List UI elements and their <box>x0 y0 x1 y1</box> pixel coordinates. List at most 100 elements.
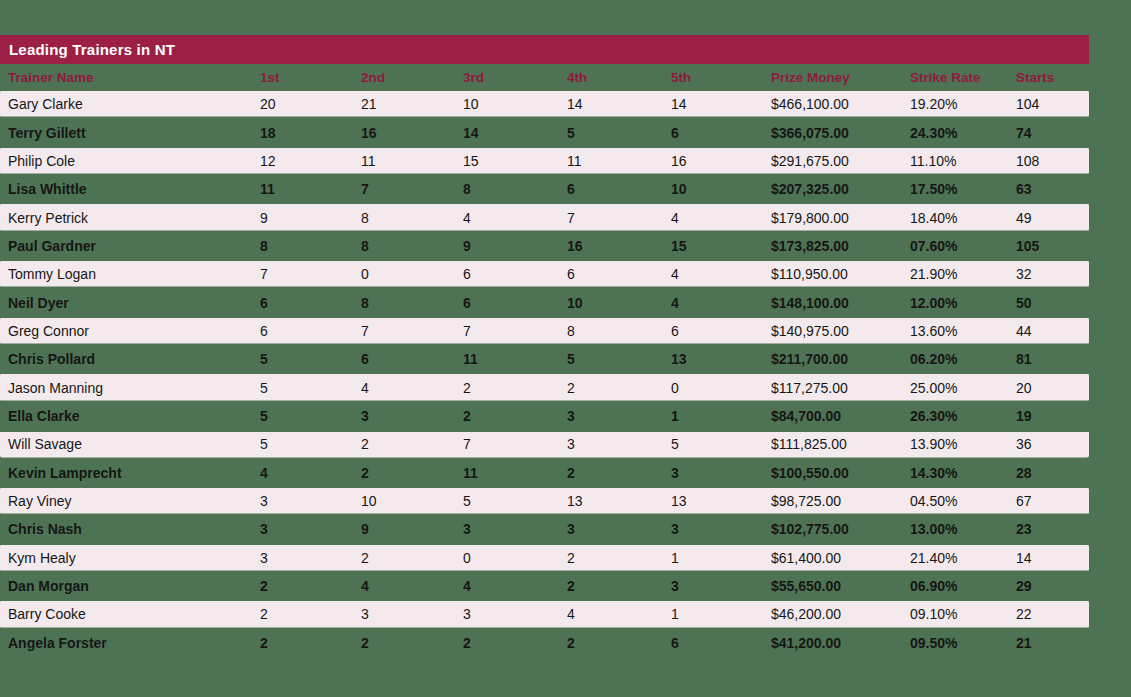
table-row: Kevin Lamprecht 4 2 11 2 3 $100,550.00 1… <box>0 458 1089 486</box>
cell-3rd: 8 <box>463 181 567 197</box>
cell-prize-money: $102,775.00 <box>771 521 910 537</box>
cell-starts: 22 <box>1016 606 1089 622</box>
table-row: Angela Forster 2 2 2 2 6 $41,200.00 09.5… <box>0 629 1089 657</box>
cell-3rd: 11 <box>463 465 567 481</box>
cell-trainer-name: Paul Gardner <box>0 238 260 254</box>
cell-5th: 3 <box>671 578 771 594</box>
cell-prize-money: $179,800.00 <box>771 210 910 226</box>
cell-trainer-name: Philip Cole <box>0 153 260 169</box>
cell-2nd: 8 <box>361 295 463 311</box>
cell-1st: 2 <box>260 578 361 594</box>
cell-strike-rate: 13.60% <box>910 323 1016 339</box>
cell-starts: 108 <box>1016 153 1089 169</box>
cell-trainer-name: Kym Healy <box>0 550 260 566</box>
cell-1st: 8 <box>260 238 361 254</box>
cell-1st: 12 <box>260 153 361 169</box>
cell-starts: 105 <box>1016 238 1089 254</box>
cell-5th: 13 <box>671 493 771 509</box>
table-row: Philip Cole 12 11 15 11 16 $291,675.00 1… <box>0 147 1089 175</box>
cell-4th: 8 <box>567 323 671 339</box>
cell-4th: 3 <box>567 436 671 452</box>
table-row: Chris Pollard 5 6 11 5 13 $211,700.00 06… <box>0 345 1089 373</box>
cell-1st: 2 <box>260 606 361 622</box>
table-row: Greg Connor 6 7 7 8 6 $140,975.00 13.60%… <box>0 317 1089 345</box>
cell-5th: 3 <box>671 521 771 537</box>
cell-strike-rate: 09.50% <box>910 635 1016 651</box>
cell-3rd: 7 <box>463 436 567 452</box>
cell-2nd: 11 <box>361 153 463 169</box>
cell-prize-money: $291,675.00 <box>771 153 910 169</box>
cell-2nd: 2 <box>361 465 463 481</box>
cell-3rd: 14 <box>463 125 567 141</box>
column-header-trainer-name: Trainer Name <box>0 70 260 85</box>
cell-starts: 104 <box>1016 96 1089 112</box>
cell-5th: 0 <box>671 380 771 396</box>
cell-trainer-name: Lisa Whittle <box>0 181 260 197</box>
cell-4th: 2 <box>567 550 671 566</box>
cell-prize-money: $111,825.00 <box>771 436 910 452</box>
cell-trainer-name: Kevin Lamprecht <box>0 465 260 481</box>
cell-trainer-name: Tommy Logan <box>0 266 260 282</box>
table-row: Ella Clarke 5 3 2 3 1 $84,700.00 26.30% … <box>0 402 1089 430</box>
cell-2nd: 4 <box>361 380 463 396</box>
cell-1st: 3 <box>260 493 361 509</box>
cell-prize-money: $366,075.00 <box>771 125 910 141</box>
cell-starts: 19 <box>1016 408 1089 424</box>
cell-5th: 3 <box>671 465 771 481</box>
cell-prize-money: $173,825.00 <box>771 238 910 254</box>
cell-2nd: 21 <box>361 96 463 112</box>
cell-strike-rate: 17.50% <box>910 181 1016 197</box>
cell-2nd: 7 <box>361 323 463 339</box>
cell-3rd: 2 <box>463 380 567 396</box>
cell-starts: 20 <box>1016 380 1089 396</box>
cell-trainer-name: Jason Manning <box>0 380 260 396</box>
cell-strike-rate: 09.10% <box>910 606 1016 622</box>
cell-prize-money: $211,700.00 <box>771 351 910 367</box>
cell-3rd: 3 <box>463 606 567 622</box>
cell-4th: 5 <box>567 125 671 141</box>
cell-1st: 2 <box>260 635 361 651</box>
cell-1st: 5 <box>260 408 361 424</box>
cell-strike-rate: 07.60% <box>910 238 1016 254</box>
cell-trainer-name: Terry Gillett <box>0 125 260 141</box>
cell-4th: 2 <box>567 465 671 481</box>
cell-3rd: 3 <box>463 521 567 537</box>
column-header-5th: 5th <box>671 70 771 85</box>
cell-starts: 74 <box>1016 125 1089 141</box>
table-row: Kerry Petrick 9 8 4 7 4 $179,800.00 18.4… <box>0 203 1089 231</box>
cell-3rd: 6 <box>463 266 567 282</box>
cell-5th: 6 <box>671 323 771 339</box>
cell-strike-rate: 06.90% <box>910 578 1016 594</box>
cell-trainer-name: Barry Cooke <box>0 606 260 622</box>
cell-strike-rate: 21.90% <box>910 266 1016 282</box>
cell-4th: 2 <box>567 635 671 651</box>
cell-5th: 5 <box>671 436 771 452</box>
cell-starts: 14 <box>1016 550 1089 566</box>
cell-strike-rate: 04.50% <box>910 493 1016 509</box>
table-row: Paul Gardner 8 8 9 16 15 $173,825.00 07.… <box>0 232 1089 260</box>
cell-1st: 3 <box>260 521 361 537</box>
cell-2nd: 10 <box>361 493 463 509</box>
column-header-prize-money: Prize Money <box>771 70 910 85</box>
table-body: Gary Clarke 20 21 10 14 14 $466,100.00 1… <box>0 90 1089 657</box>
cell-3rd: 4 <box>463 578 567 594</box>
page-background: Leading Trainers in NT Trainer Name 1st … <box>0 0 1131 697</box>
cell-3rd: 10 <box>463 96 567 112</box>
cell-strike-rate: 21.40% <box>910 550 1016 566</box>
cell-4th: 14 <box>567 96 671 112</box>
cell-trainer-name: Dan Morgan <box>0 578 260 594</box>
cell-2nd: 6 <box>361 351 463 367</box>
cell-1st: 11 <box>260 181 361 197</box>
cell-2nd: 3 <box>361 606 463 622</box>
cell-starts: 21 <box>1016 635 1089 651</box>
table-row: Jason Manning 5 4 2 2 0 $117,275.00 25.0… <box>0 373 1089 401</box>
table-row: Lisa Whittle 11 7 8 6 10 $207,325.00 17.… <box>0 175 1089 203</box>
cell-strike-rate: 26.30% <box>910 408 1016 424</box>
table-row: Ray Viney 3 10 5 13 13 $98,725.00 04.50%… <box>0 487 1089 515</box>
table-title-bar: Leading Trainers in NT <box>0 35 1089 64</box>
cell-4th: 3 <box>567 408 671 424</box>
cell-5th: 1 <box>671 550 771 566</box>
cell-starts: 63 <box>1016 181 1089 197</box>
cell-4th: 3 <box>567 521 671 537</box>
cell-trainer-name: Angela Forster <box>0 635 260 651</box>
